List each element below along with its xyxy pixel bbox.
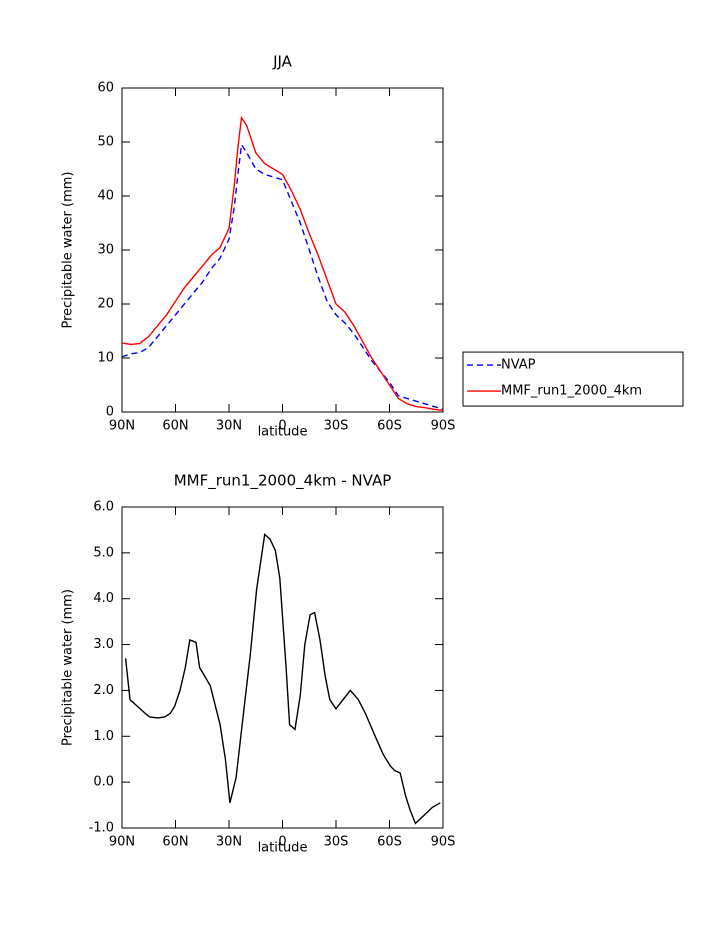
- y-tick-label: -1.0: [89, 821, 114, 836]
- x-tick-label: 90N: [109, 419, 135, 434]
- x-tick-label: 90N: [109, 835, 135, 850]
- y-tick-label: 20: [97, 297, 114, 312]
- series-line: [121, 142, 444, 410]
- y-tick-label: 5.0: [93, 545, 114, 560]
- y-tick-label: 2.0: [93, 683, 114, 698]
- x-axis-label: latitude: [258, 425, 308, 440]
- x-tick-label: 60S: [377, 419, 402, 434]
- chart-title: MMF_run1_2000_4km - NVAP: [174, 472, 392, 491]
- x-tick-label: 0: [278, 419, 286, 434]
- x-tick-label: 60S: [377, 835, 402, 850]
- x-tick-label: 30S: [324, 419, 349, 434]
- y-tick-label: 3.0: [93, 637, 114, 652]
- plot-frame: [121, 87, 444, 413]
- y-axis-label: Precipitable water (mm): [61, 172, 76, 329]
- x-tick-label: 90S: [431, 835, 456, 850]
- y-tick-label: 50: [97, 135, 114, 150]
- x-tick-label: 90S: [431, 419, 456, 434]
- y-tick-label: 1.0: [93, 729, 114, 744]
- y-axis-label: Precipitable water (mm): [61, 589, 76, 746]
- legend-label: NVAP: [501, 358, 536, 373]
- legend-box: [462, 351, 684, 407]
- legend-label: MMF_run1_2000_4km: [501, 384, 642, 399]
- y-tick-label: 30: [97, 243, 114, 258]
- series-line: [124, 533, 441, 825]
- x-axis-label: latitude: [258, 841, 308, 856]
- y-tick-label: 10: [97, 351, 114, 366]
- x-tick-label: 30N: [216, 835, 242, 850]
- y-tick-label: 0.0: [93, 775, 114, 790]
- y-tick-label: 4.0: [93, 591, 114, 606]
- series-line: [121, 115, 444, 412]
- y-tick-label: 0: [106, 405, 114, 420]
- x-tick-label: 30S: [324, 835, 349, 850]
- x-tick-label: 30N: [216, 419, 242, 434]
- y-tick-label: 6.0: [93, 500, 114, 515]
- plot-frame: [121, 506, 444, 829]
- x-tick-label: 0: [278, 835, 286, 850]
- x-tick-label: 60N: [162, 419, 188, 434]
- y-tick-label: 40: [97, 189, 114, 204]
- x-tick-label: 60N: [162, 835, 188, 850]
- chart-title: JJA: [272, 53, 293, 71]
- y-tick-label: 60: [97, 81, 114, 96]
